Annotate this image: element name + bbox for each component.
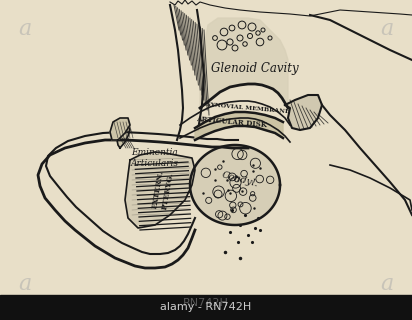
Text: a: a xyxy=(18,273,31,295)
Text: alamy - RN742H: alamy - RN742H xyxy=(160,302,252,312)
Text: a: a xyxy=(381,18,394,40)
Polygon shape xyxy=(200,18,288,108)
Text: EXTERN.
PTERYG.: EXTERN. PTERYG. xyxy=(151,169,175,211)
Text: ARTICULAR DISK: ARTICULAR DISK xyxy=(197,115,268,129)
Polygon shape xyxy=(195,112,283,140)
Polygon shape xyxy=(285,95,322,130)
Text: SYNOVIAL MEMBRANE: SYNOVIAL MEMBRANE xyxy=(206,102,290,114)
Polygon shape xyxy=(116,122,130,148)
Bar xyxy=(0,295,412,320)
Polygon shape xyxy=(110,118,130,140)
Text: a: a xyxy=(381,273,394,295)
Polygon shape xyxy=(125,152,195,228)
Text: Condyl.: Condyl. xyxy=(221,171,259,189)
Text: Eminentia
Articularis: Eminentia Articularis xyxy=(131,148,179,168)
Polygon shape xyxy=(190,145,280,225)
Text: a: a xyxy=(18,18,31,40)
Text: Glenoid Cavity: Glenoid Cavity xyxy=(211,62,299,75)
Text: RN742H: RN742H xyxy=(183,298,229,308)
